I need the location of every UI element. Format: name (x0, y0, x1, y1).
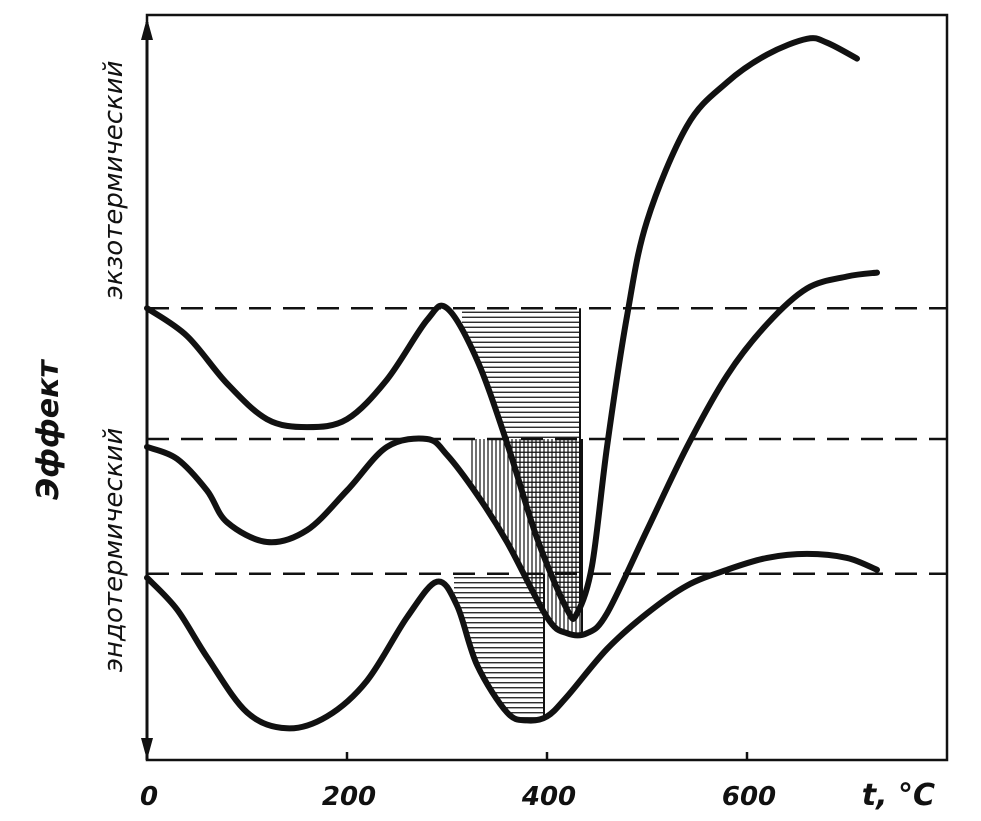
x-tick-label-600: 600 (722, 782, 776, 812)
x-ticks: 0 200 400 600 (140, 752, 776, 812)
y-axis-arrow-up (141, 18, 153, 40)
y-label-endo: эндотермический (99, 428, 129, 672)
x-tick-label-0: 0 (140, 782, 158, 812)
shaded-area-1 (462, 308, 581, 613)
y-axis-arrow-down (141, 738, 153, 760)
shaded-areas (454, 308, 583, 719)
curve-2 (144, 269, 880, 639)
curve-3 (144, 550, 880, 732)
x-tick-label-200: 200 (322, 782, 376, 812)
curve-1 (144, 35, 860, 622)
baselines (147, 306, 947, 575)
x-axis-title: t, °C (862, 778, 935, 813)
curves (144, 35, 880, 732)
y-axis-title: Эффект (31, 359, 66, 500)
y-label-exo: экзотермический (99, 60, 129, 299)
shaded-area-2 (471, 439, 583, 634)
x-tick-label-400: 400 (521, 782, 576, 812)
